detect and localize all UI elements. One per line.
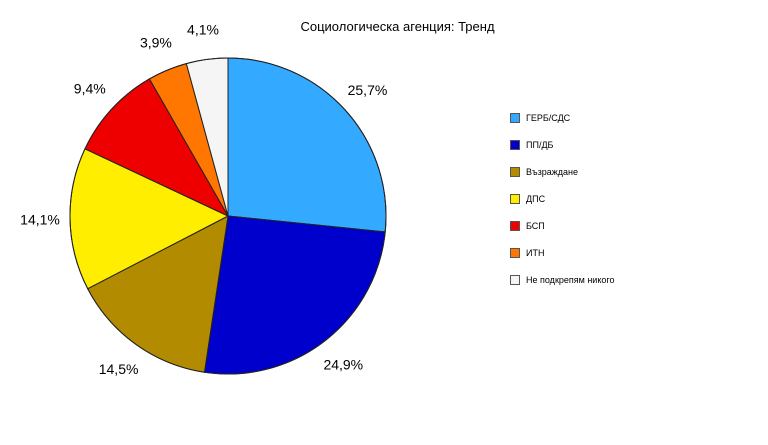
legend: ГЕРБ/СДС ПП/ДБ Възраждане ДПС БСП ИТН Не подкр… xyxy=(510,111,614,300)
legend-label: БСП xyxy=(526,220,545,231)
legend-item-6: ИТН xyxy=(510,246,614,259)
slice-label-5: 9,4% xyxy=(74,81,106,97)
legend-label: Не подкрепям никого xyxy=(526,274,615,285)
legend-swatch xyxy=(510,193,520,204)
legend-item-2: ПП/ДБ xyxy=(510,138,614,151)
slice-label-3: 14,5% xyxy=(99,361,139,377)
legend-label: ИТН xyxy=(526,247,545,258)
legend-swatch xyxy=(510,112,520,123)
slice-label-7: 4,1% xyxy=(187,22,219,38)
chart-title: Социологическа агенция: Тренд xyxy=(300,19,495,34)
legend-swatch xyxy=(510,139,520,150)
legend-label: ДПС xyxy=(526,193,546,204)
legend-swatch xyxy=(510,166,520,177)
legend-swatch xyxy=(510,220,520,231)
slice-label-1: 25,7% xyxy=(348,82,388,98)
legend-label: Възраждане xyxy=(526,166,579,177)
slice-label-2: 24,9% xyxy=(323,356,363,372)
legend-swatch xyxy=(510,247,520,258)
legend-item-7: Не подкрепям никого xyxy=(510,273,614,286)
legend-item-4: ДПС xyxy=(510,192,614,205)
legend-label: ГЕРБ/СДС xyxy=(526,112,571,123)
pie-outline xyxy=(69,57,387,375)
slice-label-6: 3,9% xyxy=(140,34,172,50)
legend-item-3: Възраждане xyxy=(510,165,614,178)
slice-label-4: 14,1% xyxy=(20,212,60,228)
legend-item-5: БСП xyxy=(510,219,614,232)
legend-swatch xyxy=(510,274,520,285)
pie-slice-2 xyxy=(203,215,386,375)
legend-item-1: ГЕРБ/СДС xyxy=(510,111,614,124)
legend-label: ПП/ДБ xyxy=(526,139,554,150)
